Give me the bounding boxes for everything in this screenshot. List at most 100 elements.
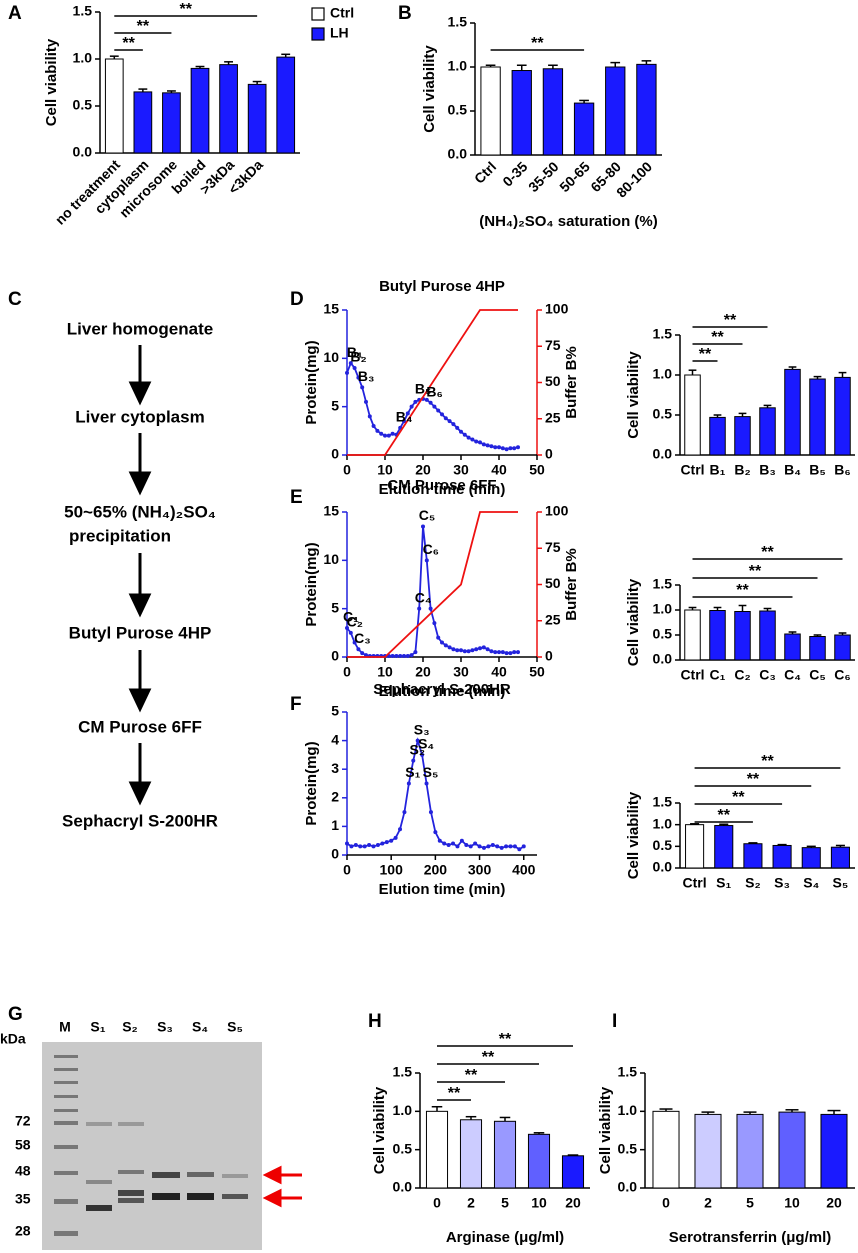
data-point: [466, 649, 471, 654]
bar: [459, 1119, 483, 1189]
bar: [743, 843, 763, 869]
bar: [759, 610, 776, 661]
point-label: B₃: [358, 368, 375, 384]
bar: [809, 636, 826, 661]
y-tick-label: 100: [545, 503, 569, 519]
significance-label: **: [137, 18, 150, 35]
bar: [133, 91, 153, 154]
data-point: [371, 424, 376, 428]
panel-label: C: [8, 289, 22, 310]
bar: [219, 64, 238, 154]
data-point: [375, 842, 380, 847]
bar: [759, 407, 776, 456]
significance-label: **: [736, 582, 749, 599]
y-tick-label: 50: [545, 373, 561, 389]
x-tick-label: 100: [380, 862, 404, 878]
data-point: [371, 844, 376, 849]
band: [54, 1231, 78, 1236]
bar: [709, 610, 726, 661]
data-point: [486, 844, 491, 849]
x-tick-label: 20: [415, 664, 431, 680]
bar: [736, 1113, 764, 1189]
y-tick-label: 1.0: [618, 1102, 638, 1118]
data-point: [428, 400, 433, 405]
x-tick-label: B₆: [834, 462, 850, 478]
data-point: [411, 758, 416, 763]
data-point: [516, 650, 520, 655]
point-label: C₁: [343, 609, 359, 625]
data-point: [455, 648, 460, 653]
data-point: [473, 841, 478, 846]
band: [86, 1122, 112, 1126]
data-point: [459, 838, 464, 843]
significance-label: **: [761, 544, 774, 561]
data-point: [489, 649, 494, 654]
data-point: [428, 606, 433, 611]
y-tick-label: 15: [323, 503, 339, 519]
data-point: [446, 842, 451, 847]
data-point: [413, 399, 418, 404]
band: [54, 1121, 78, 1125]
panel-label: A: [8, 3, 22, 24]
y-tick-label: 0.0: [393, 1179, 413, 1195]
x-tick-label: B₁: [710, 462, 726, 478]
x-tick-label: C₃: [759, 667, 776, 683]
y-axis-label: Protein(mg): [303, 741, 320, 825]
y-tick-label: 0.5: [448, 102, 468, 118]
data-point: [398, 827, 403, 832]
y-tick-label: 15: [323, 301, 339, 317]
y2-axis-label: Buffer B%: [563, 346, 580, 419]
data-point: [398, 654, 403, 659]
y-tick-label: 0: [331, 446, 339, 462]
x-tick-label: 20: [826, 1195, 842, 1211]
y-tick-label: 10: [323, 551, 339, 567]
x-tick-label: Ctrl: [680, 667, 704, 683]
point-label: B₄: [396, 409, 413, 425]
x-tick-label: S₃: [774, 875, 790, 891]
band: [118, 1198, 144, 1203]
bar: [784, 368, 801, 456]
data-point: [421, 524, 425, 529]
significance-label: **: [531, 35, 544, 52]
data-point: [432, 404, 437, 409]
flow-step: Liver cytoplasm: [75, 407, 204, 426]
x-tick-label: 80-100: [613, 158, 655, 200]
bar: [685, 824, 705, 869]
band: [54, 1145, 78, 1149]
significance-label: **: [732, 789, 745, 806]
x-tick-label: 30: [453, 664, 469, 680]
bar: [830, 846, 850, 869]
data-point: [367, 842, 372, 847]
x-tick-label: C₅: [809, 667, 826, 683]
x-tick-label: B₂: [734, 462, 750, 478]
y-tick-label: 1.5: [653, 326, 673, 342]
legend-label: Ctrl: [330, 5, 354, 21]
data-point: [424, 558, 429, 563]
data-point: [345, 370, 349, 375]
lane-label: M: [59, 1019, 71, 1035]
chart-title: Butyl Purose 4HP: [379, 278, 505, 295]
lane-label: S₄: [192, 1019, 208, 1035]
bar: [636, 63, 657, 156]
data-point: [353, 842, 358, 847]
data-point: [384, 840, 389, 845]
data-point: [499, 845, 504, 850]
x-tick-label: Ctrl: [471, 158, 499, 186]
data-point: [504, 651, 509, 656]
significance-label: **: [482, 1049, 495, 1066]
band: [54, 1068, 78, 1071]
arrow-head: [128, 781, 152, 806]
bar: [801, 847, 821, 869]
bar: [511, 70, 532, 156]
y-tick-label: 0: [331, 846, 339, 862]
bar: [480, 66, 501, 156]
y-tick-label: 0.0: [653, 859, 673, 875]
y-tick-label: 1.5: [393, 1064, 413, 1080]
band: [187, 1193, 214, 1200]
x-axis-label: Elution time (min): [379, 481, 506, 498]
band: [152, 1193, 180, 1200]
data-point: [481, 645, 486, 650]
x-axis-label: Arginase (μg/ml): [446, 1229, 564, 1246]
bar: [247, 83, 267, 154]
